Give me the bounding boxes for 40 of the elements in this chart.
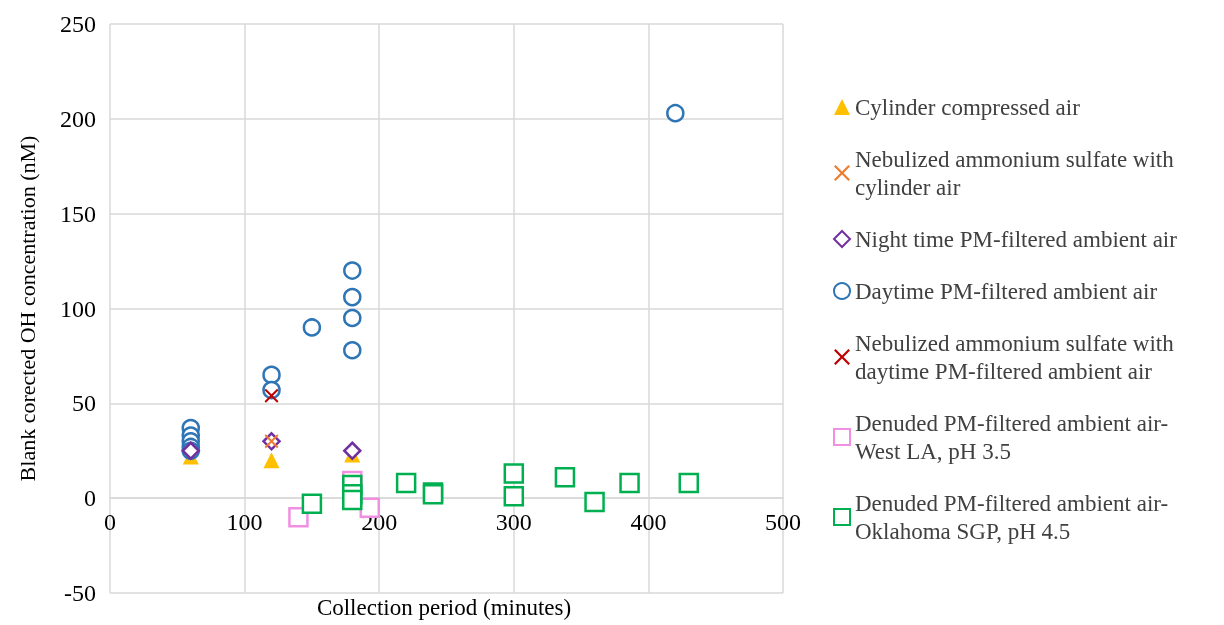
- x-tick-label: 300: [495, 509, 532, 536]
- y-tick-label: 250: [60, 11, 96, 37]
- legend-label: Nebulized ammonium sulfate with daytime PM-filtered ambient air: [855, 330, 1180, 384]
- legend-label: Daytime PM-filtered ambient air: [855, 278, 1158, 304]
- point: [554, 467, 576, 488]
- y-tick-label: 200: [60, 105, 96, 132]
- x-tick-label: 0: [104, 509, 116, 536]
- point: [302, 318, 322, 337]
- point: [503, 463, 525, 484]
- point: [262, 365, 281, 385]
- legend-label: Denuded PM-filtered ambient air- West LA, pH 3.5: [855, 410, 1174, 464]
- legend-label: Cylinder compressed air: [855, 94, 1081, 120]
- point: [343, 340, 362, 360]
- point: [288, 506, 309, 528]
- y-tick-label: 50: [72, 390, 96, 417]
- point: [343, 287, 362, 307]
- point: [395, 472, 417, 494]
- x-tick-label: 400: [630, 509, 667, 536]
- x-axis-title: Collection period (minutes): [316, 595, 572, 620]
- y-tick-label: 0: [84, 485, 96, 512]
- y-tick-label: 100: [60, 295, 96, 322]
- legend-label: Nebulized ammonium sulfate with cylinder air: [855, 146, 1180, 200]
- point: [343, 308, 362, 328]
- point: [263, 452, 280, 469]
- y-axis-title: Blank corected OH concentration (nM): [14, 135, 40, 482]
- point: [678, 472, 700, 494]
- point: [503, 486, 525, 507]
- point: [343, 441, 362, 460]
- x-tick-label: 500: [765, 509, 801, 536]
- point: [666, 103, 685, 123]
- legend-label: Denuded PM-filtered ambient air- Oklahoma SGP, pH 4.5: [855, 490, 1174, 544]
- point: [619, 472, 640, 494]
- point: [342, 489, 363, 511]
- point: [584, 491, 605, 513]
- legend-label: Night time PM-filtered ambient air: [855, 226, 1178, 252]
- x-tick-label: 100: [226, 509, 263, 536]
- y-tick-label: -50: [64, 580, 96, 606]
- point: [301, 493, 323, 515]
- point: [343, 261, 362, 280]
- y-tick-label: 150: [60, 200, 96, 227]
